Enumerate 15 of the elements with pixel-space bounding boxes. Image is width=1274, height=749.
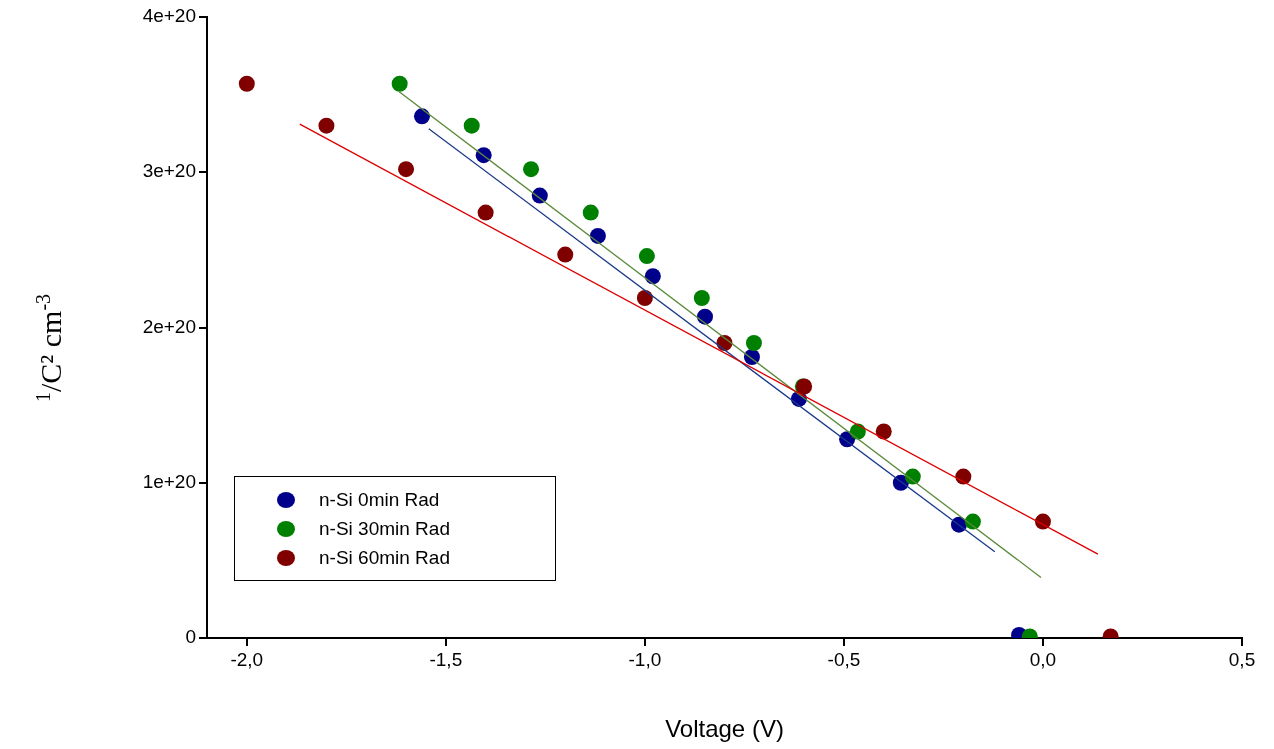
x-tick-label: 0,5	[1228, 648, 1256, 670]
y-tick-label: 1e+20	[142, 470, 196, 492]
legend-label: n-Si 30min Rad	[319, 517, 450, 540]
x-tick-label: -1,5	[429, 648, 463, 670]
y-tick-label: 0	[185, 626, 196, 648]
x-axis-title: Voltage (V)	[665, 715, 784, 743]
legend-label: n-Si 0min Rad	[319, 488, 440, 511]
y-tick-label: 2e+20	[142, 315, 196, 337]
y-tick-label: 4e+20	[142, 5, 196, 27]
x-tick-label: -0,5	[827, 648, 861, 670]
x-tick-label: 0,0	[1029, 648, 1057, 670]
y-tick-label: 3e+20	[142, 160, 196, 182]
x-tick-label: -2,0	[230, 648, 264, 670]
legend-label: n-Si 60min Rad	[319, 546, 450, 569]
x-tick-label: -1,0	[628, 648, 662, 670]
